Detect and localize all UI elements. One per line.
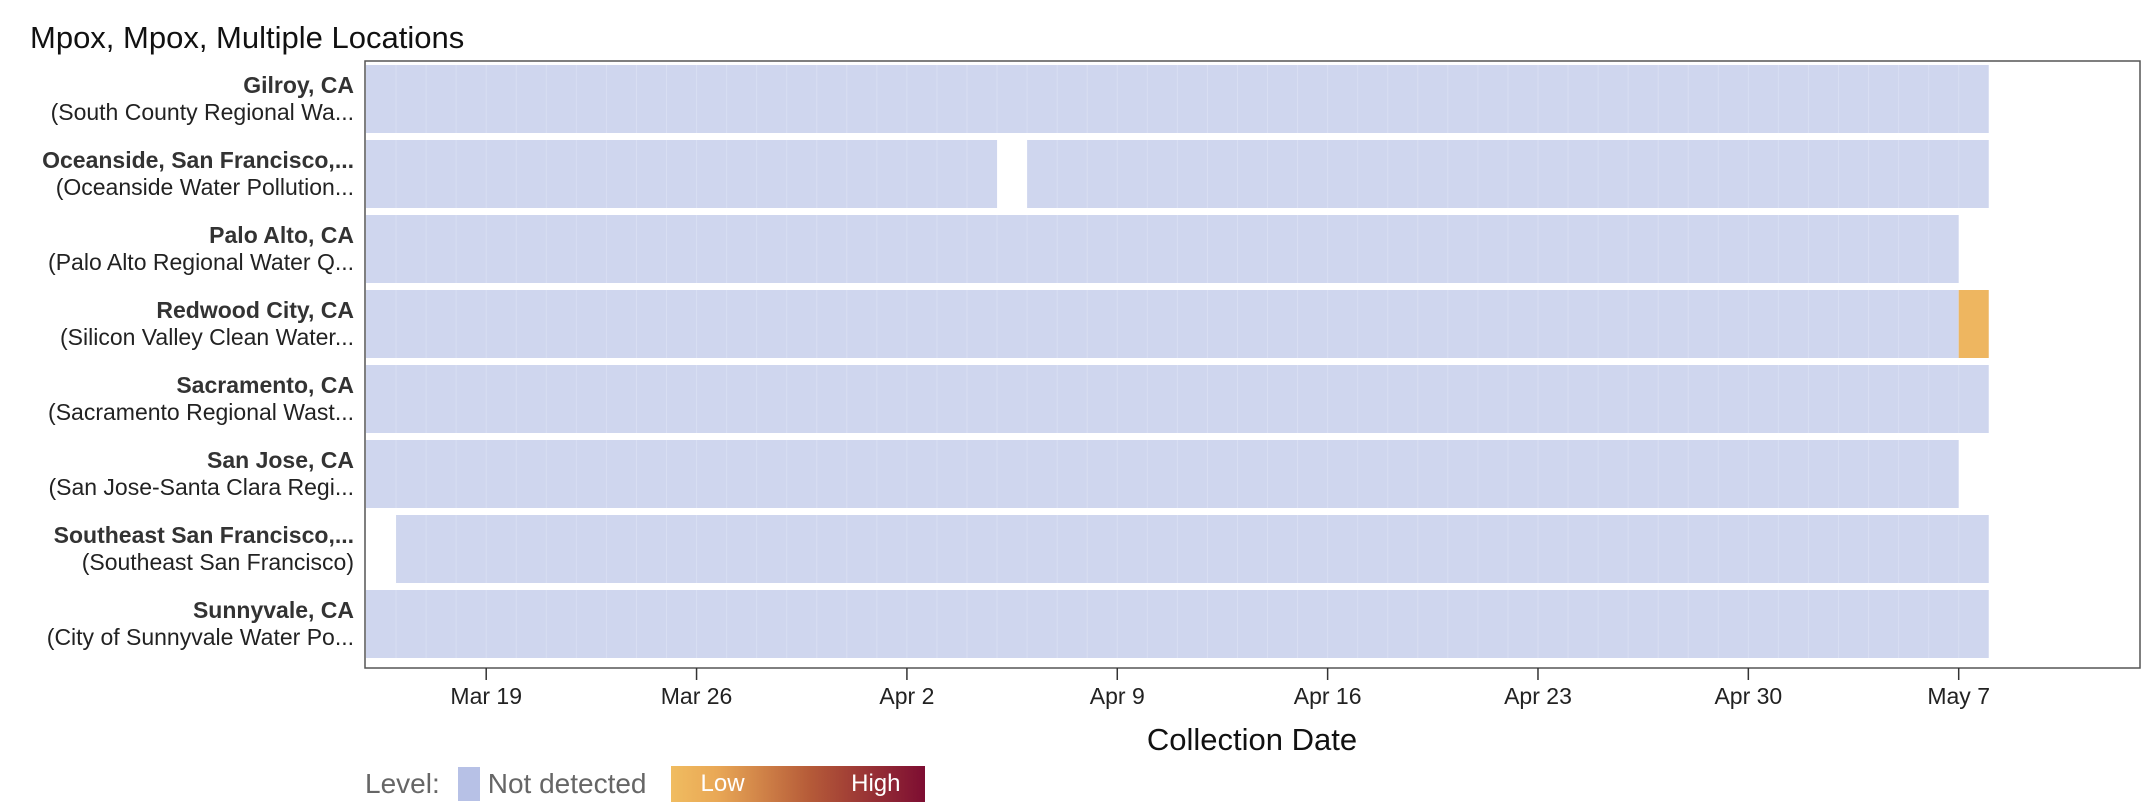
heatmap-cell-7-1[interactable] — [396, 515, 1989, 583]
legend-gradient: Low High — [670, 766, 925, 802]
x-tick-label: Apr 9 — [1090, 683, 1145, 709]
row-label-site: (South County Regional Wa... — [51, 99, 354, 125]
legend-label-low: Low — [700, 770, 745, 797]
heatmap-rows — [366, 65, 1989, 658]
heatmap-cell-3-1[interactable] — [366, 215, 1959, 283]
row-label-location: Redwood City, CA — [156, 297, 354, 323]
x-tick-label: Apr 2 — [879, 683, 934, 709]
row-label-location: Sacramento, CA — [176, 372, 354, 398]
legend-label-high: High — [851, 770, 901, 797]
row-label-location: Sunnyvale, CA — [193, 597, 354, 623]
heatmap-cell-6-1[interactable] — [366, 440, 1959, 508]
x-tick-label: Apr 23 — [1504, 683, 1572, 709]
row-label-site: (Oceanside Water Pollution... — [56, 174, 354, 200]
row-label-site: (Sacramento Regional Wast... — [48, 399, 354, 425]
row-label-site: (Palo Alto Regional Water Q... — [48, 249, 354, 275]
x-tick-label: Apr 16 — [1294, 683, 1362, 709]
heatmap-cell-2-1[interactable] — [366, 140, 998, 208]
legend-title: Level: — [365, 768, 440, 799]
heatmap-chart: Gilroy, CA(South County Regional Wa... Oc… — [42, 60, 2141, 757]
x-axis-title: Collection Date — [1147, 722, 1357, 757]
heatmap-cell-4-2[interactable] — [1958, 290, 1989, 358]
row-label-site: (City of Sunnyvale Water Po... — [47, 624, 354, 650]
x-tick-label: May 7 — [1927, 683, 1990, 709]
row-label-site: (Southeast San Francisco) — [82, 549, 354, 575]
legend-label-not-detected: Not detected — [487, 768, 647, 799]
plot-frame — [364, 60, 2141, 669]
row-label-site: (San Jose-Santa Clara Regi... — [48, 474, 354, 500]
x-tick-label: Apr 30 — [1714, 683, 1782, 709]
legend: Level: Not detected Low High — [365, 764, 925, 804]
row-label-location: Palo Alto, CA — [209, 222, 354, 248]
row-label-location: Southeast San Francisco,... — [54, 522, 354, 548]
heatmap-cell-4-1[interactable] — [366, 290, 1959, 358]
chart-title: Mpox, Mpox, Multiple Locations — [30, 20, 465, 55]
x-tick-label: Mar 26 — [661, 683, 733, 709]
row-label-location: Gilroy, CA — [243, 72, 354, 98]
x-axis: Mar 19 Mar 26 Apr 2 Apr 9 Apr 16 Apr 23 Apr 30… — [450, 668, 1990, 709]
row-label-location: San Jose, CA — [207, 447, 354, 473]
legend-swatch-not-detected — [457, 767, 480, 801]
row-label-site: (Silicon Valley Clean Water... — [60, 324, 354, 350]
row-label-location: Oceanside, San Francisco,... — [42, 147, 354, 173]
x-tick-label: Mar 19 — [450, 683, 522, 709]
row-labels: Gilroy, CA(South County Regional Wa... Oc… — [42, 72, 354, 650]
